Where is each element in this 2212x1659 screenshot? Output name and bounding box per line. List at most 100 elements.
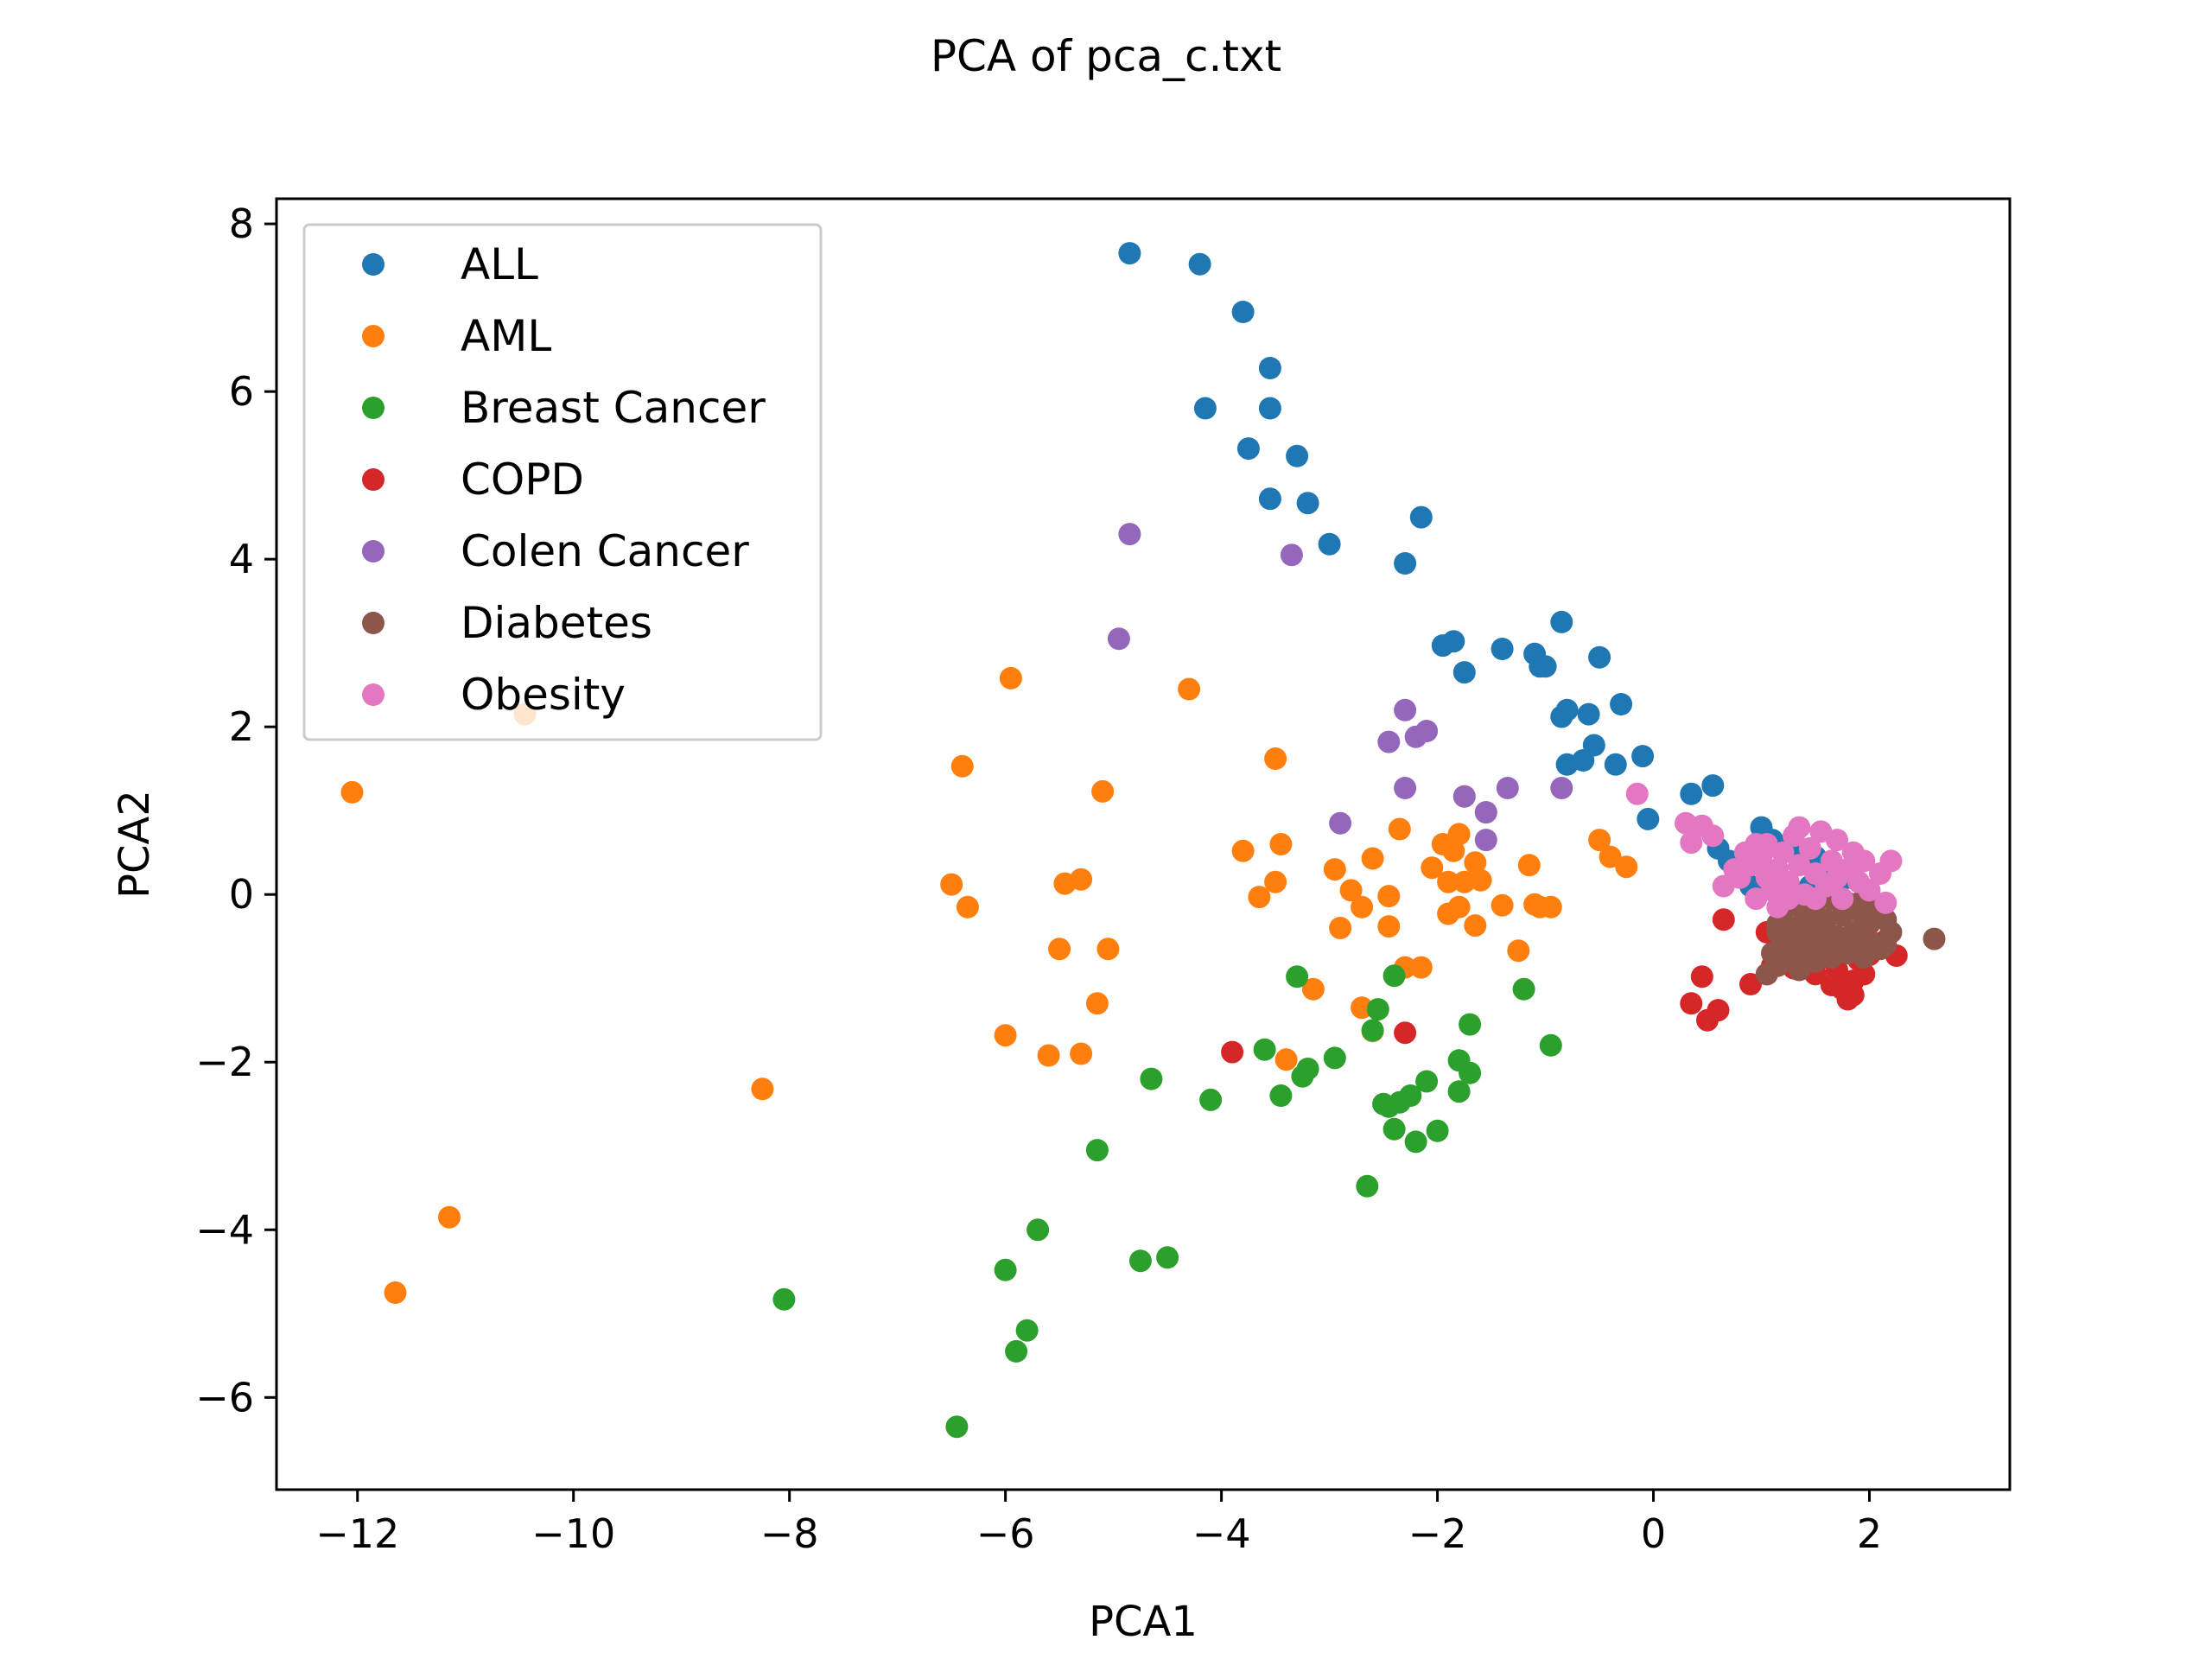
point-breast-cancer-7 (1128, 1249, 1152, 1273)
point-all-21 (1588, 645, 1611, 669)
point-aml-29 (1351, 895, 1374, 918)
point-colen-cancer-13 (1474, 829, 1497, 852)
point-copd-0 (1221, 1040, 1244, 1064)
x-tick-label: −4 (1192, 1510, 1251, 1557)
point-breast-cancer-18 (1361, 1019, 1384, 1042)
legend-label-obesity: Obesity (461, 670, 626, 720)
point-copd-3 (1690, 965, 1713, 988)
point-aml-9 (999, 666, 1022, 690)
x-tick-label: −12 (315, 1510, 399, 1557)
x-tick-label: −8 (760, 1510, 819, 1557)
point-aml-37 (1409, 956, 1433, 979)
y-tick-label: −4 (195, 1206, 254, 1253)
point-aml-12 (1070, 868, 1093, 891)
point-breast-cancer-8 (1156, 1246, 1179, 1269)
legend-marker-diabetes (362, 612, 385, 634)
point-aml-22 (1269, 833, 1293, 855)
point-aml-14 (1091, 779, 1115, 803)
point-aml-21 (1264, 747, 1287, 770)
point-all-2 (1231, 301, 1255, 323)
point-obesity-26 (1831, 887, 1854, 911)
point-breast-cancer-24 (1404, 1130, 1427, 1154)
point-aml-6 (940, 873, 963, 896)
point-obesity-39 (1826, 866, 1848, 889)
point-breast-cancer-19 (1366, 998, 1389, 1021)
point-all-23 (1555, 698, 1579, 721)
point-aml-28 (1339, 879, 1363, 902)
legend-marker-obesity (362, 683, 385, 706)
point-all-1 (1188, 252, 1211, 276)
point-aml-7 (956, 895, 979, 918)
point-breast-cancer-31 (1459, 1013, 1482, 1036)
x-axis-ticks: −12 −10 −8 −6 −4 −2 0 2 (315, 1490, 1882, 1557)
point-aml-43 (1464, 851, 1487, 874)
point-aml-19 (1231, 839, 1255, 862)
y-tick-label: 6 (229, 368, 254, 415)
point-aml-53 (1517, 854, 1541, 877)
point-breast-cancer-34 (1382, 964, 1406, 988)
point-obesity-40 (1745, 887, 1768, 911)
point-copd-7 (1739, 973, 1762, 995)
point-obesity-16 (1777, 870, 1800, 893)
legend: ALL AML Breast Cancer COPD Colen Cancer Diabe… (302, 223, 823, 741)
point-aml-31 (1361, 847, 1384, 870)
point-breast-cancer-17 (1356, 1174, 1379, 1198)
point-breast-cancer-12 (1269, 1084, 1293, 1107)
point-all-25 (1610, 693, 1633, 715)
legend-label-breast-cancer: Breast Cancer (461, 383, 766, 433)
legend-marker-breast-cancer (362, 397, 385, 419)
point-aml-0 (340, 780, 364, 804)
y-axis-ticks: −6 −4 −2 0 2 4 6 8 (195, 200, 276, 1421)
point-aml-52 (1507, 939, 1530, 963)
point-breast-cancer-3 (1005, 1339, 1028, 1363)
x-tick-label: 0 (1641, 1510, 1666, 1557)
point-all-9 (1296, 492, 1319, 515)
plot-frame (275, 197, 2012, 1491)
x-tick-label: −6 (976, 1510, 1035, 1557)
point-breast-cancer-14 (1296, 1058, 1319, 1080)
point-aml-16 (1085, 992, 1109, 1015)
point-all-15 (1452, 661, 1476, 684)
point-all-3 (1258, 357, 1281, 379)
point-aml-15 (1096, 938, 1120, 961)
point-aml-23 (1264, 870, 1287, 893)
point-all-29 (1604, 753, 1627, 776)
point-breast-cancer-28 (1447, 1080, 1471, 1103)
point-colen-cancer-8 (1452, 785, 1476, 808)
point-all-33 (1637, 807, 1660, 830)
point-aml-50 (1469, 868, 1492, 892)
point-aml-27 (1329, 917, 1352, 939)
point-colen-cancer-12 (1329, 811, 1352, 835)
y-tick-label: −2 (195, 1039, 254, 1085)
point-breast-cancer-5 (1027, 1218, 1050, 1242)
y-axis-label: PCA2 (111, 790, 159, 899)
y-tick-label: 8 (229, 200, 254, 247)
point-aml-34 (1377, 885, 1401, 908)
point-aml-5 (950, 754, 974, 778)
point-aml-41 (1447, 823, 1471, 846)
point-aml-30 (1351, 996, 1374, 1020)
point-aml-46 (1447, 895, 1471, 918)
point-aml-20 (1248, 886, 1271, 909)
point-copd-2 (1680, 992, 1703, 1015)
legend-marker-all (362, 253, 385, 276)
point-obesity-34 (1853, 849, 1876, 873)
point-all-19 (1534, 655, 1557, 678)
point-obesity-20 (1798, 836, 1821, 860)
point-obesity-38 (1804, 887, 1827, 911)
point-all-7 (1286, 444, 1309, 467)
point-obesity-25 (1826, 829, 1848, 852)
point-obesity-4 (1680, 831, 1703, 855)
point-all-20 (1550, 610, 1573, 633)
point-copd-1 (1394, 1021, 1417, 1045)
point-colen-cancer-4 (1377, 730, 1401, 753)
point-breast-cancer-32 (1512, 977, 1535, 1001)
point-colen-cancer-6 (1415, 720, 1439, 742)
point-all-8 (1258, 487, 1281, 511)
point-diabetes-37 (1874, 933, 1897, 957)
point-obesity-0 (1625, 782, 1649, 805)
point-breast-cancer-33 (1539, 1033, 1562, 1057)
point-colen-cancer-9 (1474, 801, 1497, 824)
point-breast-cancer-10 (1199, 1088, 1223, 1111)
legend-label-copd: COPD (461, 454, 584, 505)
